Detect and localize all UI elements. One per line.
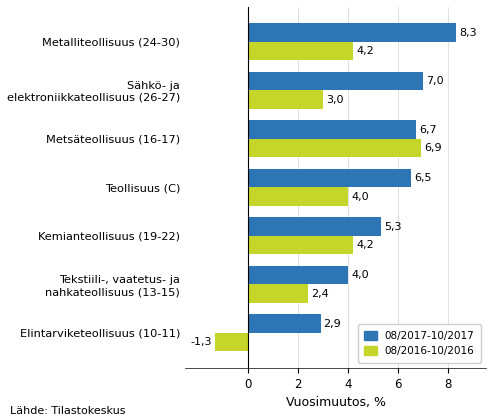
Text: 4,2: 4,2 (356, 46, 374, 56)
Bar (248, 266, 348, 285)
Text: 6,7: 6,7 (419, 125, 436, 135)
Bar (248, 23, 456, 42)
Text: 5,3: 5,3 (384, 222, 401, 232)
Text: 4,0: 4,0 (351, 270, 369, 280)
Text: 3,0: 3,0 (326, 94, 344, 104)
Text: -1,3: -1,3 (191, 337, 212, 347)
Bar (248, 72, 423, 90)
Bar (248, 285, 308, 303)
Text: 4,2: 4,2 (356, 240, 374, 250)
Text: Lähde: Tilastokeskus: Lähde: Tilastokeskus (10, 406, 125, 416)
Bar (248, 139, 421, 157)
Bar (248, 42, 353, 60)
Bar (248, 90, 323, 109)
Bar (248, 169, 411, 187)
Text: 2,4: 2,4 (311, 289, 329, 299)
Legend: 08/2017-10/2017, 08/2016-10/2016: 08/2017-10/2017, 08/2016-10/2016 (358, 324, 481, 363)
X-axis label: Vuosimuutos, %: Vuosimuutos, % (285, 396, 386, 409)
Bar (248, 120, 416, 139)
Bar (248, 218, 381, 236)
Text: 8,3: 8,3 (459, 27, 477, 37)
Bar (248, 236, 353, 254)
Text: 6,5: 6,5 (414, 173, 431, 183)
Text: 6,9: 6,9 (424, 143, 441, 153)
Text: 2,9: 2,9 (323, 319, 341, 329)
Text: 7,0: 7,0 (426, 76, 444, 86)
Text: 4,0: 4,0 (351, 192, 369, 202)
Bar (215, 333, 248, 352)
Bar (248, 187, 348, 206)
Bar (248, 314, 320, 333)
